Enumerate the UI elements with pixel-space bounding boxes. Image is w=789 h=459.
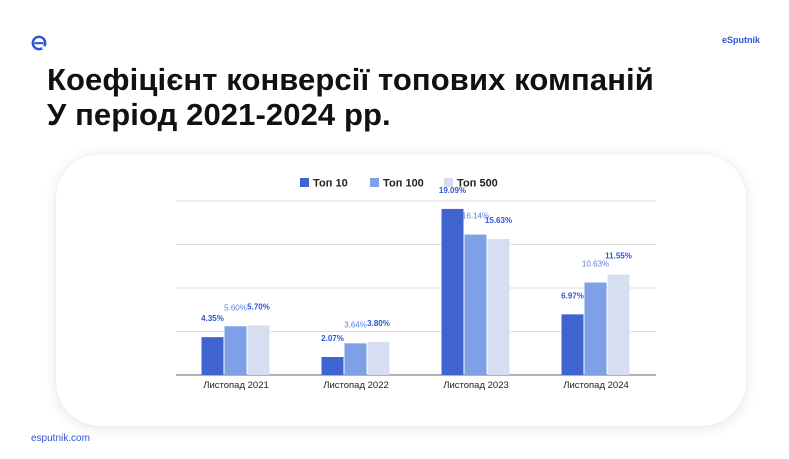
data-label: 15.63% bbox=[485, 216, 512, 225]
legend-label: Топ 100 bbox=[383, 178, 424, 190]
data-label: 19.09% bbox=[439, 186, 466, 195]
x-tick-label: Листопад 2022 bbox=[323, 380, 389, 391]
data-label: 16.14% bbox=[462, 212, 489, 221]
esputnik-logo-icon bbox=[31, 35, 47, 51]
bar bbox=[487, 239, 510, 375]
data-label: 4.35% bbox=[201, 314, 224, 323]
title-line-2: У період 2021-2024 рр. bbox=[47, 97, 391, 132]
x-tick-label: Листопад 2021 bbox=[203, 380, 269, 391]
bar bbox=[464, 234, 487, 375]
legend-swatch bbox=[444, 178, 453, 187]
x-tick-label: Листопад 2024 bbox=[563, 380, 629, 391]
bar bbox=[561, 314, 584, 375]
bar bbox=[367, 341, 390, 375]
bar bbox=[321, 356, 344, 375]
data-label: 5.70% bbox=[247, 302, 270, 311]
bar bbox=[224, 326, 247, 375]
legend-label: Топ 10 bbox=[313, 178, 348, 190]
data-label: 6.97% bbox=[561, 291, 584, 300]
footer-url: esputnik.com bbox=[31, 433, 90, 444]
bar bbox=[247, 325, 270, 375]
data-label: 3.80% bbox=[367, 319, 390, 328]
bar bbox=[607, 274, 630, 375]
legend-label: Топ 500 bbox=[457, 178, 498, 190]
conversion-bar-chart: Топ 10 Топ 100 Топ 500 4.35%5.60% 5.70% Листо… bbox=[176, 178, 656, 391]
data-label: 2.07% bbox=[321, 334, 344, 343]
x-tick-label: Листопад 2023 bbox=[443, 380, 509, 391]
data-label: 10.63% bbox=[582, 260, 609, 269]
legend-swatch bbox=[370, 178, 379, 187]
bar bbox=[201, 337, 224, 375]
data-label: 11.55% bbox=[605, 252, 632, 261]
brand-name: eSputnik bbox=[721, 35, 760, 45]
legend-swatch bbox=[300, 178, 309, 187]
title-line-1: Коефіцієнт конверсії топових компаній bbox=[47, 62, 654, 97]
chart-card: Топ 10 Топ 100 Топ 500 4.35% 5.60% 5.70% Листо… bbox=[56, 154, 746, 426]
data-label: 3.64% bbox=[344, 320, 367, 329]
bar bbox=[344, 343, 367, 375]
page-title: Коефіцієнт конверсії топових компаній У … bbox=[47, 62, 654, 132]
bar bbox=[441, 208, 464, 375]
data-label: 5.60% bbox=[224, 303, 247, 312]
bar bbox=[584, 282, 607, 375]
